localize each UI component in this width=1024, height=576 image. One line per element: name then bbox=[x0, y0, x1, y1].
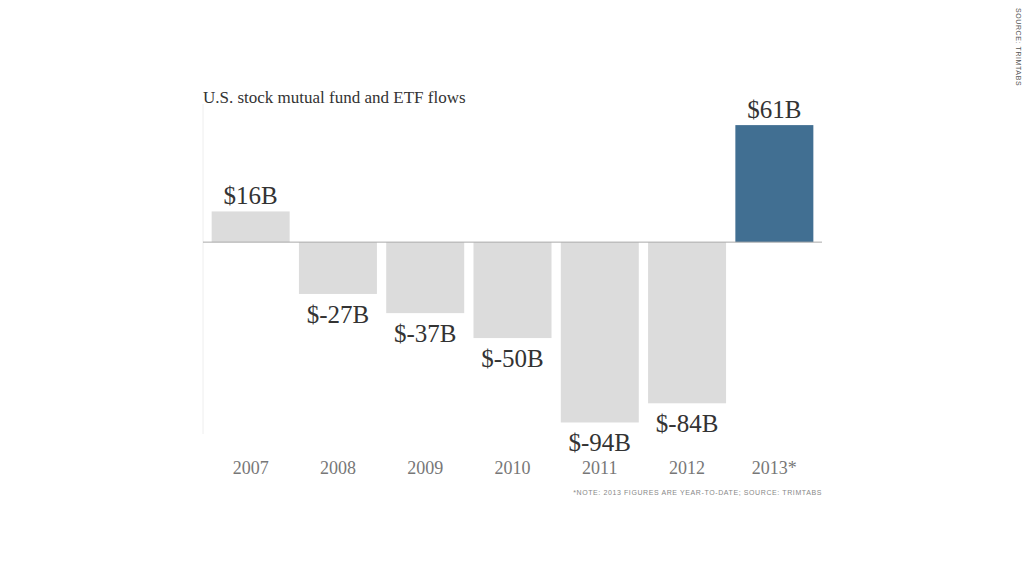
x-tick-label: 2011 bbox=[582, 458, 617, 478]
bar bbox=[561, 242, 639, 422]
data-label: $-84B bbox=[656, 410, 719, 437]
data-label: $-94B bbox=[569, 429, 632, 456]
data-label: $-50B bbox=[481, 345, 544, 372]
bar bbox=[386, 242, 464, 313]
bar bbox=[474, 242, 552, 338]
chart-title: U.S. stock mutual fund and ETF flows bbox=[203, 88, 466, 107]
x-tick-label: 2012 bbox=[669, 458, 705, 478]
bar bbox=[212, 211, 290, 242]
y-axis-line bbox=[203, 104, 204, 434]
footnote: *NOTE: 2013 FIGURES ARE YEAR-TO-DATE; SO… bbox=[573, 489, 822, 496]
data-label: $61B bbox=[747, 96, 801, 123]
data-label: $16B bbox=[224, 182, 278, 209]
bars bbox=[212, 125, 814, 422]
bar bbox=[299, 242, 377, 294]
x-tick-label: 2008 bbox=[320, 458, 356, 478]
x-tick-label: 2009 bbox=[407, 458, 443, 478]
baseline bbox=[203, 242, 822, 243]
source: SOURCE: TRIMTABS bbox=[1015, 8, 1022, 86]
x-tick-label: 2010 bbox=[495, 458, 531, 478]
data-label: $-27B bbox=[307, 301, 370, 328]
x-tick-label: 2013* bbox=[752, 458, 797, 478]
bar bbox=[648, 242, 726, 403]
data-label: $-37B bbox=[394, 320, 457, 347]
bar bbox=[735, 125, 813, 242]
x-tick-label: 2007 bbox=[233, 458, 269, 478]
chart-canvas: U.S. stock mutual fund and ETF flows 2007… bbox=[0, 0, 1024, 576]
